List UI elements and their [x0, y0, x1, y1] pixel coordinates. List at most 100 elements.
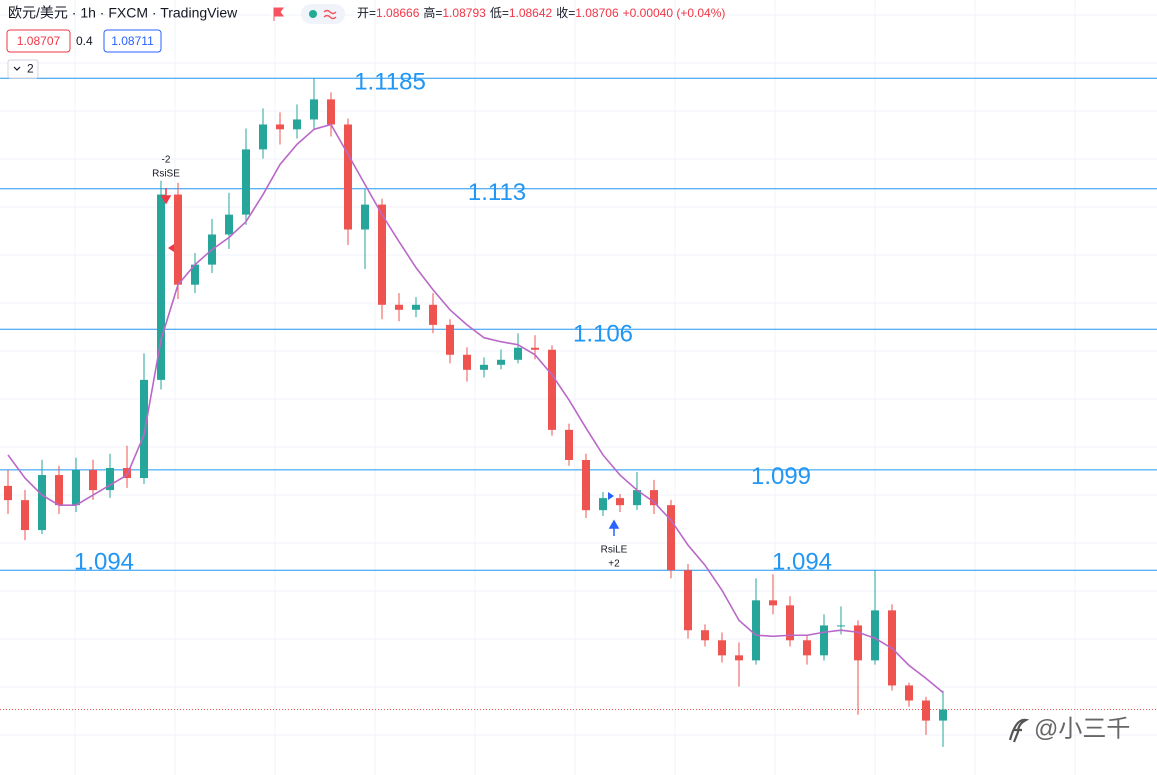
candle-body [718, 640, 726, 656]
signal-qty: +2 [608, 559, 620, 570]
header: 欧元/美元 · 1h · FXCM · TradingView 开= 1.0866… [6, 4, 725, 79]
candle-body [157, 194, 165, 380]
chevron-icon [13, 66, 21, 71]
candle-body [905, 685, 913, 701]
ohlc-label: 收= [556, 6, 575, 20]
ohlc-value: 1.08706 [575, 6, 619, 20]
candle-body [616, 498, 624, 506]
candle-body [684, 570, 692, 631]
candle-body [854, 625, 862, 661]
candle-body [225, 214, 233, 235]
ohlc-label: 低= [490, 6, 509, 20]
candle-body [21, 500, 29, 531]
candle-body [242, 149, 250, 215]
candle-body [667, 505, 675, 571]
candle-body [174, 194, 182, 285]
spread: 0.4 [76, 34, 93, 48]
candle-body [429, 304, 437, 325]
candle-body [786, 605, 794, 641]
level-label: 1.099 [751, 463, 811, 490]
candle-body [38, 475, 46, 531]
signal-qty: -2 [162, 155, 171, 166]
signal-arrow-up [608, 519, 620, 536]
candle-body [72, 470, 80, 506]
candle-body [344, 124, 352, 230]
candle-body [4, 485, 12, 501]
candle-body [463, 354, 471, 370]
ohlc-change: +0.00040 (+0.04%) [623, 6, 726, 20]
signal-label: RsiLE [601, 545, 628, 556]
level-label: 1.113 [468, 179, 526, 206]
ohlc-readout: 开= 1.08666 高= 1.08793 低= 1.08642 收= 1.08706 +0.0… [357, 5, 725, 20]
candle-body [446, 324, 454, 355]
status-wave [323, 9, 337, 20]
candle-body [922, 700, 930, 721]
indicator-toggle[interactable] [7, 59, 39, 79]
candle-body [310, 99, 318, 120]
candle-body [480, 364, 488, 370]
candle-body [820, 625, 828, 656]
candle-body [582, 459, 590, 511]
watermark-logo [1008, 718, 1030, 743]
candle-body [837, 625, 845, 627]
candle-body [378, 204, 386, 305]
indicator-count: 2 [27, 62, 34, 76]
candle-body [395, 304, 403, 310]
ask-price: 1.08711 [111, 34, 154, 48]
level-label: 1.106 [573, 321, 633, 348]
signal-label: RsiSE [152, 169, 180, 180]
candle-body [55, 475, 63, 506]
candle-body [293, 119, 301, 130]
candle-body [361, 204, 369, 230]
candle-body [599, 498, 607, 511]
watermark-group: @小三千 [1008, 715, 1130, 743]
signal-arrow-down [160, 188, 172, 205]
candle-body [412, 304, 420, 310]
flag-icon [273, 7, 284, 21]
level-label: 1.094 [74, 549, 134, 576]
signal-marker [608, 492, 614, 500]
bid-box[interactable] [6, 29, 71, 53]
candle-body [803, 640, 811, 656]
candle-body [191, 264, 199, 285]
candle-body [735, 655, 743, 661]
level-label: 1.094 [772, 549, 832, 576]
candle-body [497, 359, 505, 365]
status-dot [309, 10, 317, 18]
candle-body [276, 124, 284, 130]
candle-body [565, 429, 573, 460]
symbol-title: 欧元/美元 · 1h · FXCM · TradingView [8, 5, 238, 21]
candle-body [106, 468, 114, 491]
candle-body [871, 610, 879, 661]
candle-body [752, 600, 760, 661]
candle-body [514, 347, 522, 360]
plot: 1.1185 1.113 1.106 1.099 1.094 1.094 -2 RsiSE Rs… [0, 69, 1157, 747]
candle-body [548, 349, 556, 430]
level-label: 1.1185 [354, 69, 426, 96]
signal-marker [168, 244, 174, 252]
moving-average [7, 123, 944, 694]
ohlc-value: 1.08793 [442, 6, 486, 20]
ohlc-label: 开= [357, 6, 376, 20]
candle-body [939, 709, 947, 721]
candle-body [650, 490, 658, 506]
candle-body [769, 600, 777, 606]
ohlc-value: 1.08666 [376, 6, 420, 20]
ohlc-label: 高= [423, 5, 442, 20]
candle-body [701, 630, 709, 641]
ohlc-value: 1.08642 [509, 6, 553, 20]
candle-body [140, 379, 148, 479]
candle-body [531, 347, 539, 350]
watermark: @小三千 [1034, 715, 1130, 742]
bid-price: 1.08707 [17, 34, 61, 48]
candle-body [259, 124, 267, 150]
ask-box[interactable] [103, 29, 162, 53]
candle-body [89, 470, 97, 491]
status-pill[interactable] [301, 4, 345, 24]
candle-body [327, 99, 335, 125]
candle-body [633, 490, 641, 506]
